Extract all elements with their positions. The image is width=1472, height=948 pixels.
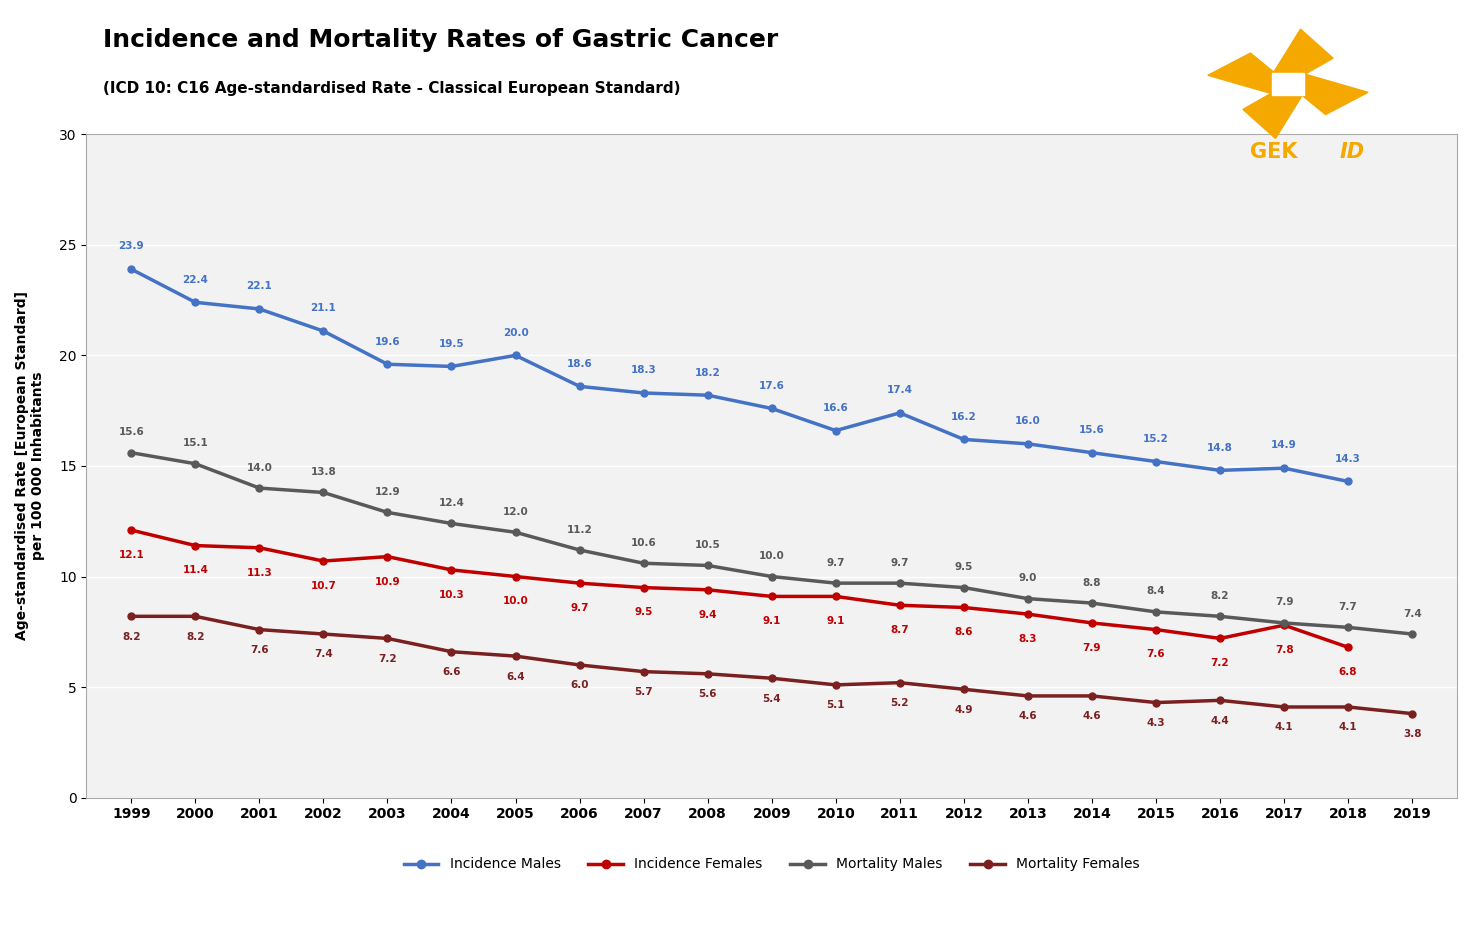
Text: 7.4: 7.4	[1403, 609, 1422, 618]
Text: 10.5: 10.5	[695, 540, 721, 550]
Text: 4.1: 4.1	[1275, 722, 1294, 733]
Text: 9.4: 9.4	[698, 610, 717, 620]
Text: 6.8: 6.8	[1340, 667, 1357, 677]
Text: 5.2: 5.2	[891, 698, 910, 708]
Text: Incidence and Mortality Rates of Gastric Cancer: Incidence and Mortality Rates of Gastric…	[103, 28, 779, 52]
Text: 8.2: 8.2	[185, 631, 205, 642]
Text: 19.6: 19.6	[375, 337, 400, 347]
Polygon shape	[1272, 73, 1304, 95]
Text: 9.5: 9.5	[634, 608, 652, 617]
Text: 5.1: 5.1	[826, 701, 845, 710]
Text: 18.6: 18.6	[567, 358, 592, 369]
Text: 8.7: 8.7	[891, 625, 910, 635]
Text: 10.7: 10.7	[311, 581, 336, 591]
Text: 8.2: 8.2	[1211, 591, 1229, 601]
Text: 16.0: 16.0	[1016, 416, 1041, 427]
Text: 14.3: 14.3	[1335, 454, 1362, 464]
Polygon shape	[1273, 29, 1334, 83]
Text: 7.8: 7.8	[1275, 645, 1294, 655]
Text: 4.1: 4.1	[1340, 722, 1357, 733]
Text: 21.1: 21.1	[311, 303, 336, 314]
Text: ID: ID	[1340, 142, 1365, 162]
Text: 19.5: 19.5	[439, 338, 464, 349]
Text: 5.6: 5.6	[698, 689, 717, 700]
Text: 18.2: 18.2	[695, 368, 721, 377]
Text: 10.3: 10.3	[439, 590, 464, 600]
Text: 18.3: 18.3	[631, 365, 657, 375]
Legend: Incidence Males, Incidence Females, Mortality Males, Mortality Females: Incidence Males, Incidence Females, Mort…	[399, 852, 1145, 877]
Text: 4.9: 4.9	[955, 704, 973, 715]
Text: 16.2: 16.2	[951, 411, 977, 422]
Text: 5.4: 5.4	[762, 694, 782, 703]
Text: 4.6: 4.6	[1082, 711, 1101, 721]
Text: 6.0: 6.0	[570, 681, 589, 690]
Text: 10.0: 10.0	[502, 596, 528, 607]
Text: 8.3: 8.3	[1019, 634, 1038, 644]
Text: 4.4: 4.4	[1210, 716, 1229, 726]
Text: 7.2: 7.2	[1211, 658, 1229, 668]
Text: 16.6: 16.6	[823, 403, 849, 413]
Text: 4.6: 4.6	[1019, 711, 1038, 721]
Text: 12.1: 12.1	[118, 550, 144, 560]
Text: 6.6: 6.6	[442, 667, 461, 677]
Text: 7.9: 7.9	[1275, 597, 1294, 608]
Text: 14.8: 14.8	[1207, 443, 1234, 453]
Polygon shape	[1209, 53, 1288, 94]
Text: 8.8: 8.8	[1083, 577, 1101, 588]
Text: 15.6: 15.6	[1079, 425, 1105, 435]
Text: GEK: GEK	[1251, 142, 1298, 162]
Text: 12.0: 12.0	[502, 507, 528, 517]
Text: 4.3: 4.3	[1147, 718, 1166, 728]
Text: 7.6: 7.6	[1147, 649, 1166, 660]
Text: 8.2: 8.2	[122, 631, 140, 642]
Text: 9.5: 9.5	[955, 562, 973, 572]
Text: 23.9: 23.9	[118, 242, 144, 251]
Text: 7.6: 7.6	[250, 645, 269, 655]
Text: 7.4: 7.4	[314, 649, 333, 660]
Text: 10.6: 10.6	[631, 538, 657, 548]
Text: 9.0: 9.0	[1019, 574, 1038, 583]
Text: 12.4: 12.4	[439, 498, 465, 508]
Text: 8.6: 8.6	[955, 628, 973, 637]
Text: 9.7: 9.7	[826, 557, 845, 568]
Text: 7.2: 7.2	[378, 654, 397, 664]
Text: 20.0: 20.0	[502, 328, 528, 337]
Text: 12.9: 12.9	[375, 487, 400, 497]
Text: 14.0: 14.0	[246, 463, 272, 473]
Polygon shape	[1288, 74, 1367, 115]
Text: 17.6: 17.6	[758, 381, 785, 391]
Text: 22.4: 22.4	[183, 275, 208, 284]
Text: 22.1: 22.1	[246, 282, 272, 291]
Polygon shape	[1242, 83, 1303, 138]
Text: 10.0: 10.0	[760, 551, 785, 561]
Text: 9.1: 9.1	[762, 616, 782, 627]
Text: 9.7: 9.7	[570, 603, 589, 613]
Text: 9.7: 9.7	[891, 557, 910, 568]
Text: 8.4: 8.4	[1147, 587, 1166, 596]
Text: 6.4: 6.4	[506, 671, 526, 682]
Text: 15.1: 15.1	[183, 438, 208, 448]
Text: 14.9: 14.9	[1272, 441, 1297, 450]
Text: 10.9: 10.9	[375, 576, 400, 587]
Text: 9.1: 9.1	[827, 616, 845, 627]
Text: 13.8: 13.8	[311, 467, 336, 477]
Text: 7.9: 7.9	[1083, 643, 1101, 653]
Text: 15.2: 15.2	[1144, 434, 1169, 444]
Text: (ICD 10: C16 Age-standardised Rate - Classical European Standard): (ICD 10: C16 Age-standardised Rate - Cla…	[103, 81, 680, 96]
Text: 11.2: 11.2	[567, 524, 592, 535]
Text: 17.4: 17.4	[886, 385, 913, 395]
Y-axis label: Age-standardised Rate [European Standard]
per 100 000 Inhabitants: Age-standardised Rate [European Standard…	[15, 291, 46, 641]
Text: 11.4: 11.4	[183, 565, 208, 575]
Text: 7.7: 7.7	[1338, 602, 1357, 611]
Text: 3.8: 3.8	[1403, 729, 1422, 739]
Text: 15.6: 15.6	[118, 428, 144, 437]
Text: 5.7: 5.7	[634, 687, 654, 697]
Text: 11.3: 11.3	[246, 568, 272, 577]
